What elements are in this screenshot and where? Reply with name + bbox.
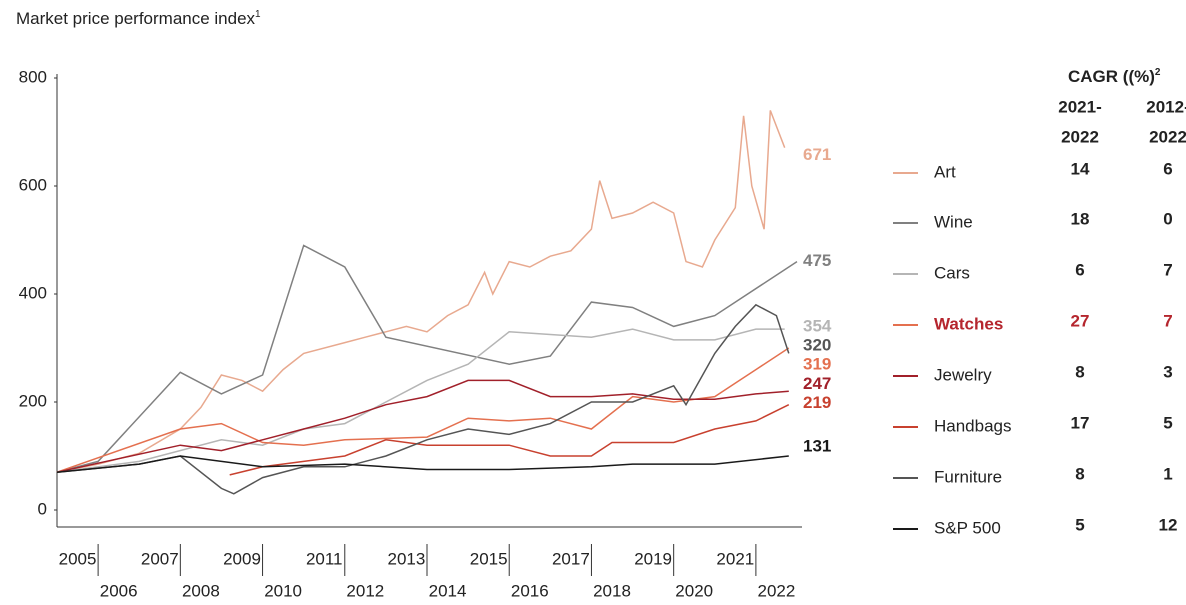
end-label: 354 [803,316,832,335]
cagr-title: CAGR ((%)2 [1068,67,1161,87]
x-tick-label: 2009 [223,549,261,568]
cagr-column-header: 2021- [1058,97,1101,116]
x-tick-label: 2015 [470,549,508,568]
cagr-column-header: 2012- [1146,97,1186,116]
y-tick-label: 400 [19,283,47,302]
x-tick-label: 2010 [264,581,302,600]
x-tick-label: 2016 [511,581,549,600]
end-label: 319 [803,354,831,373]
cagr-value: 3 [1163,362,1172,381]
legend-label: Art [934,162,956,181]
end-label: 671 [803,145,831,164]
series-line [56,328,785,473]
y-tick-label: 200 [19,391,47,410]
series-line [56,455,789,473]
cagr-value: 0 [1163,209,1172,228]
series-line [56,303,790,495]
series-line [229,404,790,476]
x-tick-label: 2007 [141,549,179,568]
cagr-value: 27 [1071,311,1090,330]
x-tick-label: 2020 [675,581,713,600]
legend-label: S&P 500 [934,518,1001,537]
cagr-value: 6 [1075,260,1084,279]
y-tick-label: 0 [38,499,47,518]
legend-label: Jewelry [934,365,992,384]
x-tick-label: 2018 [593,581,631,600]
cagr-value: 14 [1071,159,1090,178]
x-tick-label: 2012 [346,581,384,600]
end-label: 131 [803,437,831,456]
x-tick-label: 2014 [429,581,467,600]
end-label: 219 [803,393,831,412]
cagr-value: 7 [1163,311,1172,330]
cagr-value: 12 [1159,515,1178,534]
x-tick-label: 2017 [552,549,590,568]
end-label: 320 [803,335,831,354]
x-tick-label: 2005 [59,549,97,568]
x-tick-label: 2011 [306,549,343,568]
title-note: 1 [255,9,261,20]
x-tick-label: 2022 [758,581,796,600]
y-tick-label: 600 [19,175,47,194]
series-line [56,244,798,473]
x-tick-label: 2021 [716,549,754,568]
title-text: Market price performance index [16,9,256,28]
x-tick-label: 2008 [182,581,220,600]
cagr-column-header: 2022 [1061,127,1099,146]
chart-title: Market price performance index1 [16,9,261,29]
series-line [56,110,786,473]
legend-label: Wine [934,212,973,231]
legend-label: Furniture [934,467,1002,486]
legend-label: Cars [934,263,970,282]
cagr-value: 5 [1163,413,1172,432]
series-line [56,379,789,473]
cagr-value: 6 [1163,159,1172,178]
x-tick-label: 2013 [388,549,426,568]
cagr-value: 7 [1163,260,1172,279]
cagr-value: 8 [1075,362,1084,381]
cagr-title-text: CAGR ((%) [1068,67,1155,86]
x-tick-label: 2006 [100,581,138,600]
cagr-note: 2 [1155,67,1161,78]
legend-label: Watches [934,314,1003,333]
cagr-value: 1 [1163,464,1172,483]
cagr-value: 5 [1075,515,1084,534]
cagr-value: 8 [1075,464,1084,483]
legend-label: Handbags [934,416,1012,435]
cagr-column-header: 2022 [1149,127,1186,146]
cagr-value: 18 [1071,209,1090,228]
end-label: 247 [803,374,831,393]
y-tick-label: 800 [19,67,47,86]
end-label: 475 [803,251,831,270]
x-tick-label: 2019 [634,549,672,568]
cagr-value: 17 [1071,413,1090,432]
